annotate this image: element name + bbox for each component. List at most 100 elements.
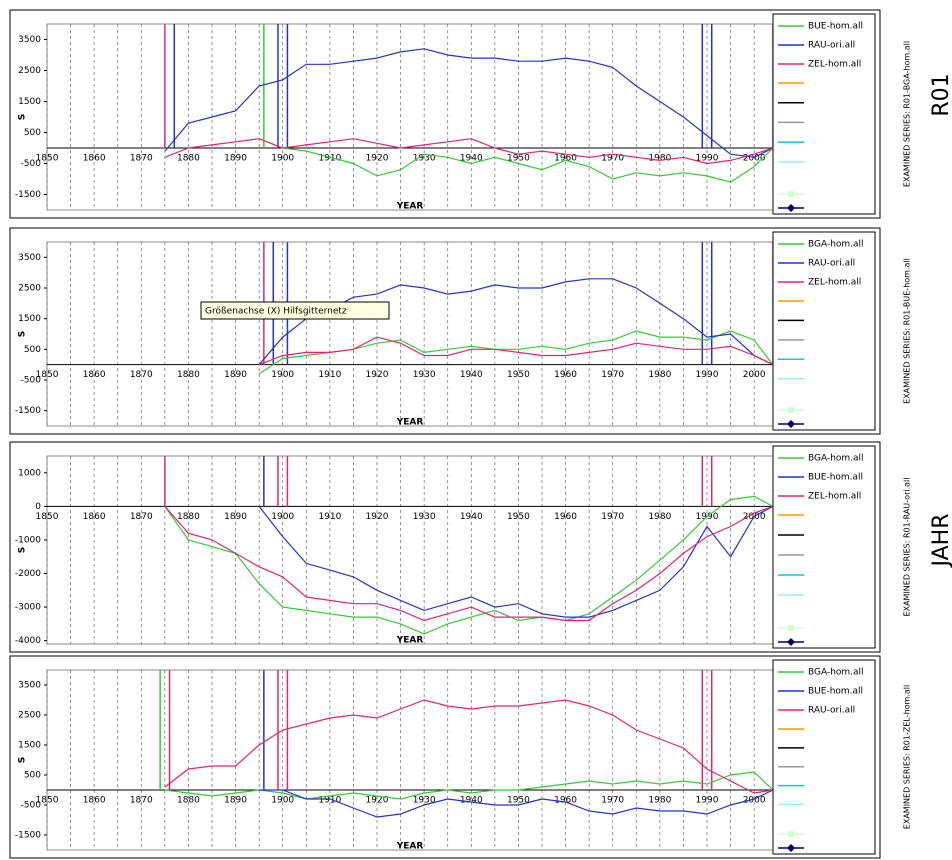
x-tick-label: 1890 <box>224 154 247 164</box>
y-tick-label: 1500 <box>18 314 41 324</box>
x-tick-label: 1860 <box>83 154 106 164</box>
x-tick-label: 1870 <box>130 370 153 380</box>
series-line <box>258 336 774 366</box>
legend-label: ZEL-hom.all <box>808 60 861 70</box>
x-tick-label: 1980 <box>648 370 671 380</box>
x-tick-label: 1880 <box>177 370 200 380</box>
legend-box <box>772 445 876 649</box>
series-line <box>258 505 774 618</box>
x-tick-label: 1930 <box>413 796 436 806</box>
y-tick-label: -3000 <box>15 603 41 613</box>
x-tick-label: 1990 <box>696 154 719 164</box>
x-tick-label: 1900 <box>271 796 294 806</box>
x-tick-label: 1940 <box>460 796 483 806</box>
y-tick-label: 1500 <box>18 741 41 751</box>
series-line <box>164 699 774 794</box>
plot-area <box>46 455 774 645</box>
x-tick-label: 2000 <box>743 370 766 380</box>
plot-area <box>46 23 774 211</box>
x-tick-label: 1960 <box>554 512 577 522</box>
x-tick-label: 1910 <box>318 370 341 380</box>
x-tick-label: 1980 <box>648 512 671 522</box>
series-line <box>258 278 774 366</box>
legend-label: RAU-ori.all <box>808 706 855 716</box>
y-tick-label: 2500 <box>18 284 41 294</box>
x-tick-label: 1990 <box>696 796 719 806</box>
y-tick-label: -1500 <box>15 831 41 841</box>
x-tick-label: 1920 <box>366 796 389 806</box>
series-line <box>164 138 774 165</box>
y-tick-label: 3500 <box>18 253 41 263</box>
x-tick-label: 1910 <box>318 512 341 522</box>
element-label: JAHR <box>929 514 952 569</box>
x-axis-title: YEAR <box>396 202 424 212</box>
x-tick-label: 1860 <box>83 370 106 380</box>
x-tick-label: 1880 <box>177 512 200 522</box>
y-tick-label: 3500 <box>18 35 41 45</box>
y-axis-title: S <box>18 547 28 553</box>
x-tick-label: 1930 <box>413 370 436 380</box>
y-tick-label: 500 <box>24 345 41 355</box>
legend-label: BUE-hom.all <box>808 22 863 32</box>
x-tick-label: 1860 <box>83 512 106 522</box>
x-tick-label: 1950 <box>507 512 530 522</box>
x-tick-label: 1880 <box>177 154 200 164</box>
x-tick-label: 1990 <box>696 370 719 380</box>
y-tick-label: 2500 <box>18 66 41 76</box>
series-label: EXAMINED SERIES: R01-BUE-hom.all <box>903 258 912 404</box>
x-axis-title: YEAR <box>396 842 424 852</box>
plot-area <box>46 669 774 851</box>
x-tick-label: 1850 <box>36 370 59 380</box>
series-line <box>164 48 774 158</box>
legend-placeholder <box>788 407 794 413</box>
x-tick-label: 1970 <box>601 512 624 522</box>
y-tick-label: 1000 <box>18 468 41 478</box>
x-tick-label: 1900 <box>271 512 294 522</box>
x-tick-label: 1980 <box>648 154 671 164</box>
series-label: EXAMINED SERIES: R01-ZEL-hom.all <box>903 685 912 829</box>
legend-label: ZEL-hom.all <box>808 492 861 502</box>
x-tick-label: 1870 <box>130 796 153 806</box>
series-line <box>164 771 774 800</box>
legend-label: ZEL-hom.all <box>808 278 861 288</box>
x-tick-label: 2000 <box>743 796 766 806</box>
x-tick-label: 1960 <box>554 154 577 164</box>
series-line <box>164 495 774 635</box>
legend-label: RAU-ori.all <box>808 259 855 269</box>
x-tick-label: 1970 <box>601 154 624 164</box>
y-tick-label: -1000 <box>15 535 41 545</box>
series-line <box>259 789 774 818</box>
x-tick-label: 1940 <box>460 370 483 380</box>
legend-label: BUE-hom.all <box>808 473 863 483</box>
series-label: EXAMINED SERIES: R01-BGA-hom.all <box>903 41 912 187</box>
legend-box <box>772 13 876 215</box>
x-tick-label: 1930 <box>413 512 436 522</box>
x-tick-label: 1880 <box>177 796 200 806</box>
legend-label: RAU-ori.all <box>808 41 855 51</box>
legend-box <box>772 231 876 431</box>
y-tick-label: -500 <box>21 376 42 386</box>
y-axis-title: S <box>18 114 28 120</box>
x-tick-label: 1940 <box>460 512 483 522</box>
x-tick-label: 1930 <box>413 154 436 164</box>
x-tick-label: 1920 <box>366 154 389 164</box>
x-tick-label: 1870 <box>130 512 153 522</box>
legend-placeholder <box>788 191 794 197</box>
x-tick-label: 1900 <box>271 154 294 164</box>
station-label: R01 <box>929 73 952 116</box>
y-tick-label: -500 <box>21 159 42 169</box>
tooltip-text: Größenachse (X) Hilfsgitternetz <box>205 307 347 317</box>
x-tick-label: 1870 <box>130 154 153 164</box>
x-tick-label: 1850 <box>36 154 59 164</box>
x-tick-label: 1910 <box>318 154 341 164</box>
x-tick-label: 1940 <box>460 154 483 164</box>
tooltip: Größenachse (X) Hilfsgitternetz <box>200 301 390 320</box>
x-tick-label: 1890 <box>224 512 247 522</box>
y-tick-label: 500 <box>24 771 41 781</box>
legend-label: BGA-hom.all <box>808 668 864 678</box>
series-label: EXAMINED SERIES: R01-RAU-ori.all <box>903 478 912 617</box>
series-line <box>258 138 774 183</box>
y-axis-title: S <box>18 331 28 337</box>
y-tick-label: 500 <box>24 128 41 138</box>
